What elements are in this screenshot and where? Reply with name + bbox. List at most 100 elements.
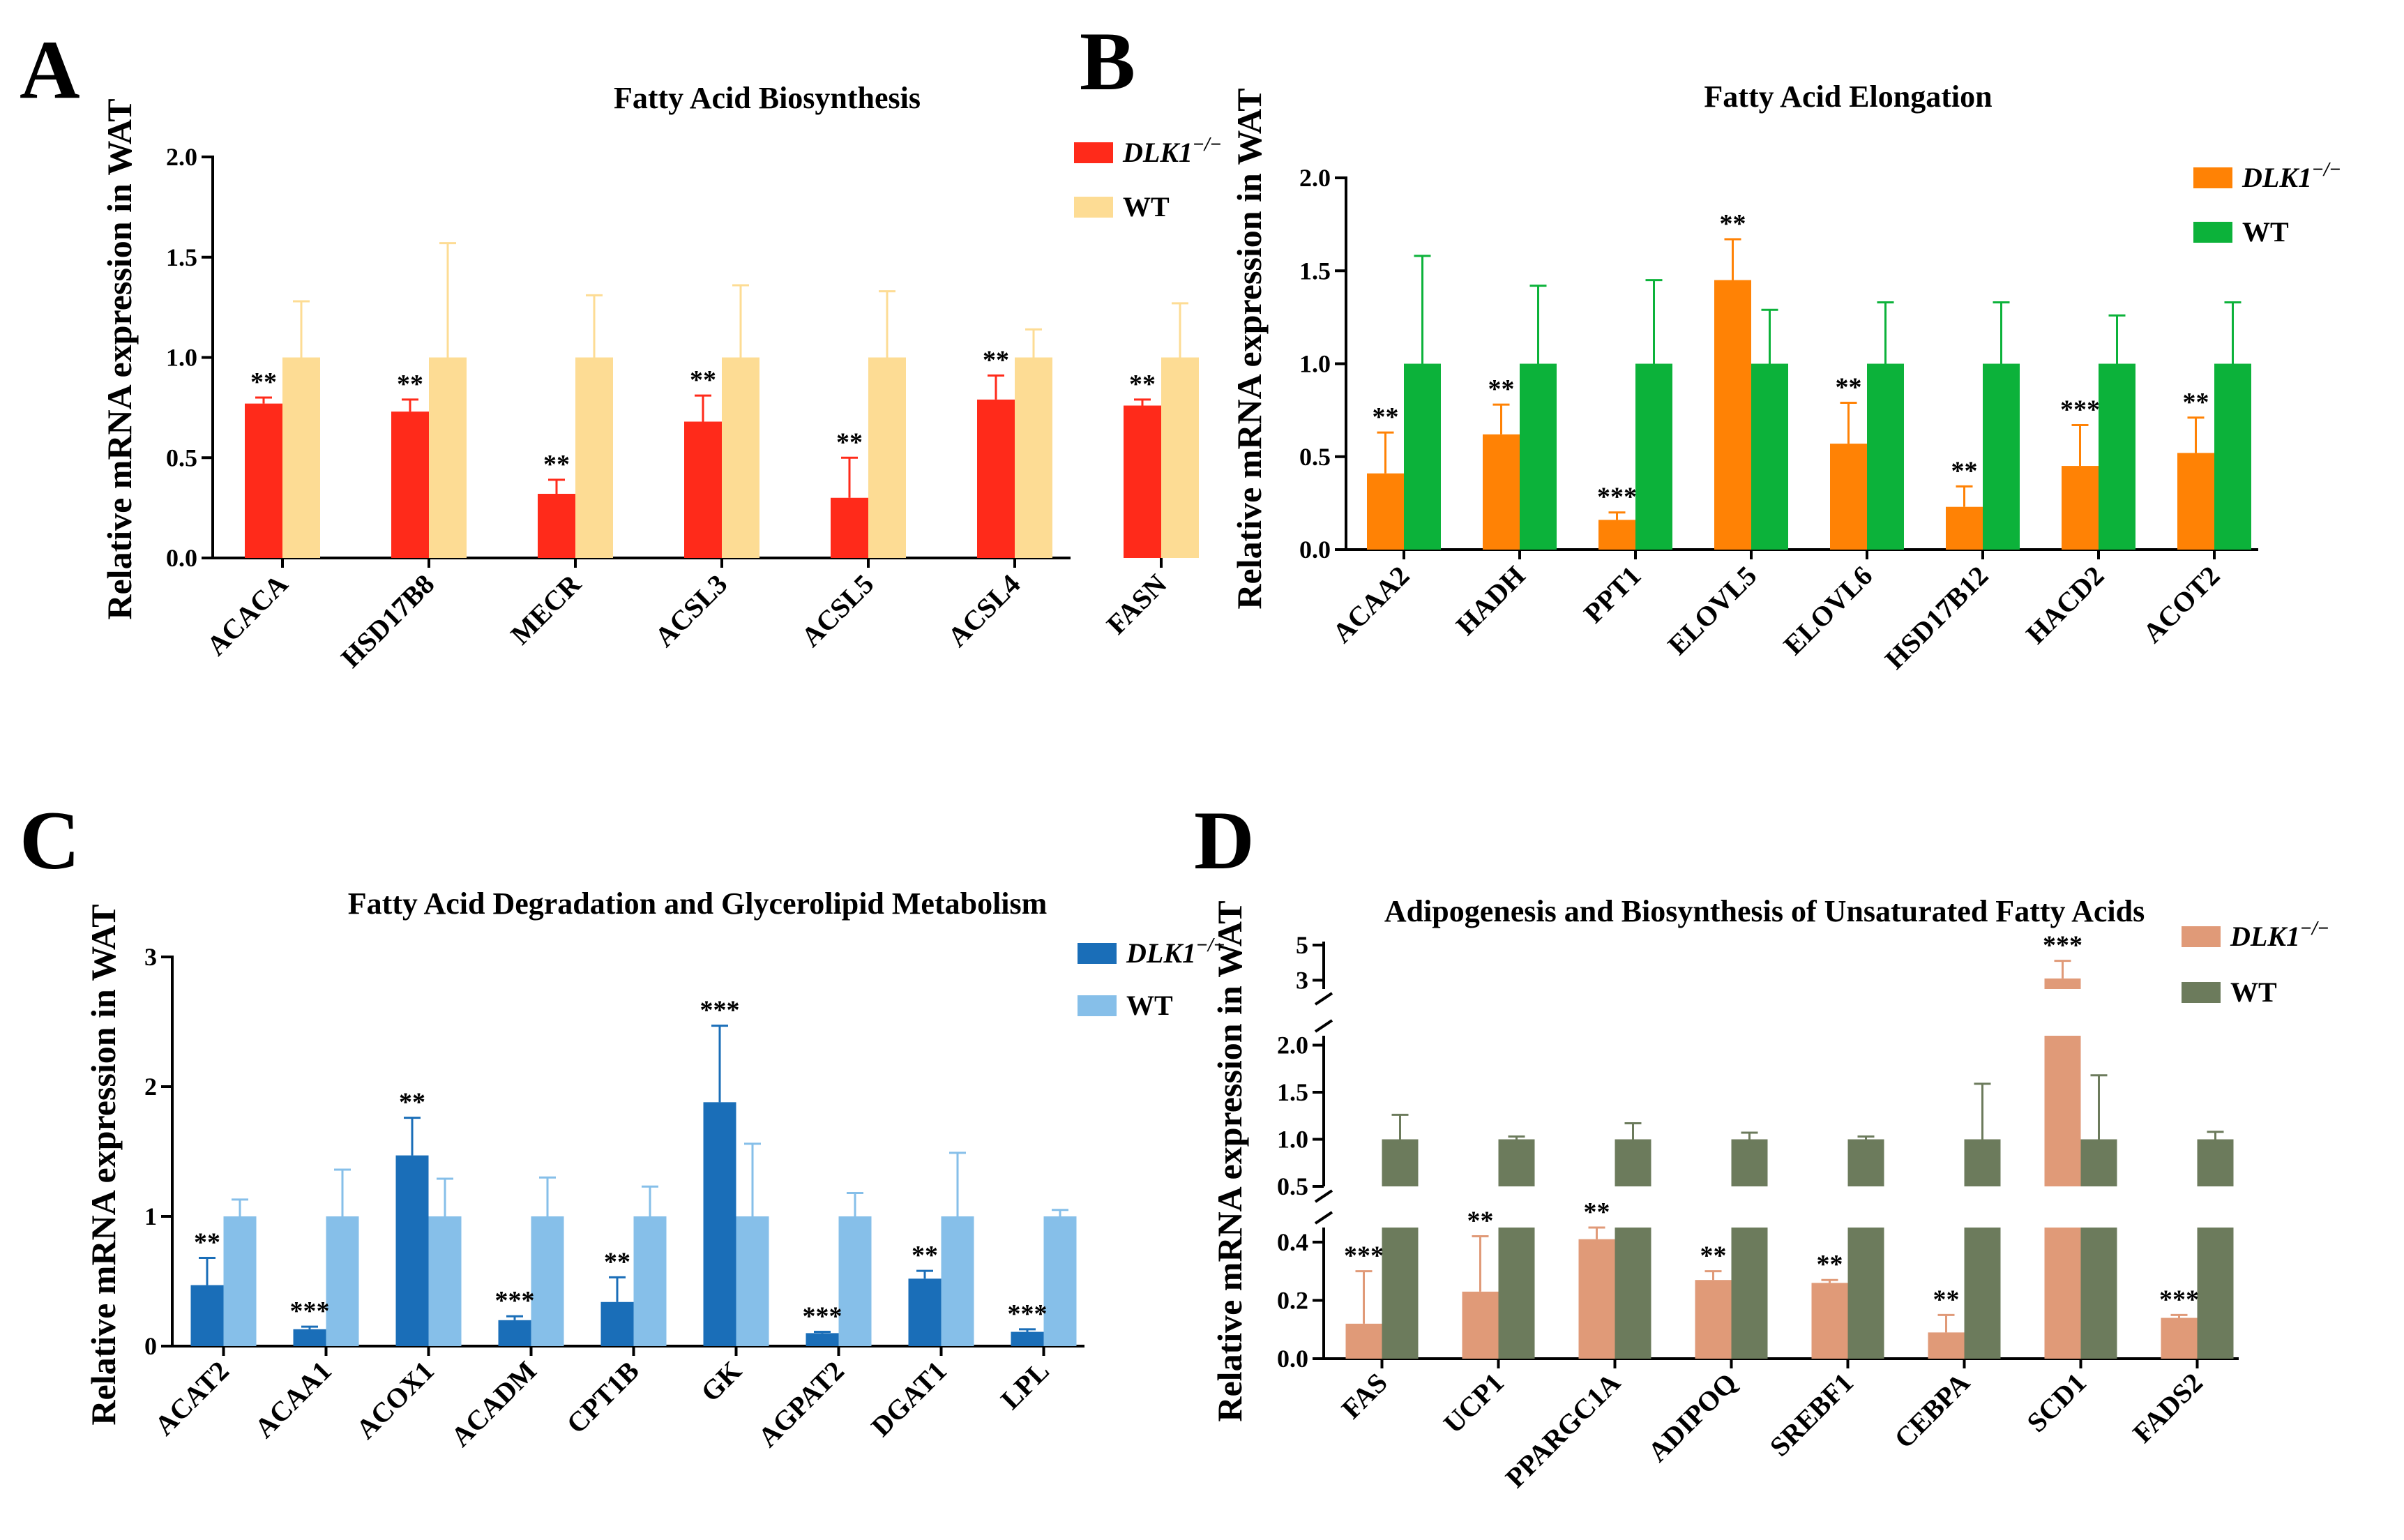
x-tick-label: ACOX1 <box>350 1355 440 1445</box>
x-tick-label: HSD17B8 <box>335 568 440 674</box>
bar-wt <box>2214 363 2251 550</box>
legend-ko-name: DLK1 <box>2242 162 2312 193</box>
significance-label: ** <box>543 450 570 479</box>
x-tick-label: ACACA <box>200 568 294 661</box>
y-axis-label: Relative mRNA expression in WAT <box>84 904 123 1425</box>
bar-wt <box>2099 363 2135 550</box>
x-tick-label: ACAA1 <box>248 1355 338 1444</box>
x-tick-label: AGPAT2 <box>752 1355 850 1454</box>
bar-wt <box>941 1216 974 1346</box>
significance-label: ** <box>1373 402 1399 432</box>
bar-ko <box>2161 1318 2198 1359</box>
y-axis-label: Relative mRNA expression in WAT <box>1210 900 1249 1421</box>
bar-ko <box>245 403 282 558</box>
bar-wt <box>1161 357 1199 558</box>
x-tick-label: ACSL4 <box>942 568 1026 653</box>
legend-ko-name: DLK1 <box>1122 137 1193 168</box>
y-tick-label: 5 <box>1296 931 1308 959</box>
x-tick-label: HSD17B12 <box>1879 560 1994 675</box>
bar-ko <box>806 1333 839 1346</box>
legend-swatch-ko <box>2182 926 2221 947</box>
axis-break-mark <box>1314 1189 1333 1203</box>
bar-wt <box>2197 1228 2234 1359</box>
y-tick-label: 0.0 <box>166 544 197 572</box>
x-tick-label: SCD1 <box>2020 1367 2092 1439</box>
legend-swatch-ko <box>1078 943 1117 964</box>
legend-label-wt: WT <box>1123 191 1170 222</box>
bar-wt <box>1731 1139 1768 1186</box>
legend-label-wt: WT <box>2242 216 2289 248</box>
significance-label: ** <box>1129 370 1156 399</box>
legend: DLK1−/− WT <box>1074 134 1222 222</box>
bar-wt <box>838 1216 872 1346</box>
bar-wt <box>1382 1139 1419 1186</box>
bar-wt <box>722 357 759 558</box>
y-tick-label: 0.0 <box>1299 536 1331 564</box>
bar-wt <box>2080 1228 2117 1359</box>
significance-label: ** <box>690 365 716 395</box>
significance-label: *** <box>1597 483 1637 512</box>
y-axis-label: Relative mRNA expression in WAT <box>1230 88 1269 609</box>
panel-letter: A <box>20 23 80 116</box>
bar-wt <box>2197 1139 2234 1186</box>
legend-ko-name: DLK1 <box>2230 921 2300 952</box>
legend-ko-superscript: −/− <box>2300 918 2329 939</box>
bar-ko <box>2044 1036 2081 1186</box>
bar-ko <box>977 399 1015 558</box>
y-tick-label: 0.5 <box>1277 1172 1308 1200</box>
legend-label-wt: WT <box>2230 976 2277 1008</box>
x-tick-label: DGAT1 <box>865 1355 953 1443</box>
y-tick-label: 1 <box>144 1202 157 1230</box>
bar-wt <box>1983 363 2020 550</box>
x-tick-label: FAS <box>1336 1367 1393 1425</box>
bar-ko <box>1011 1331 1044 1346</box>
y-tick-label: 1.0 <box>1277 1126 1308 1154</box>
significance-label: *** <box>700 996 740 1025</box>
legend-label-ko: DLK1−/− <box>2230 918 2329 952</box>
y-tick-label: 2.0 <box>1299 164 1331 192</box>
bar-ko <box>1811 1283 1848 1359</box>
bar-wt <box>1520 363 1557 550</box>
significance-label: *** <box>2060 395 2100 424</box>
bar-wt <box>429 357 467 558</box>
y-tick-label: 2.0 <box>166 143 197 171</box>
bar-wt <box>531 1216 564 1346</box>
x-tick-label: CPT1B <box>560 1355 644 1440</box>
significance-label: ** <box>2183 388 2209 417</box>
y-tick-label: 1.0 <box>1299 350 1331 378</box>
y-tick-label: 0 <box>144 1332 157 1360</box>
axis-break-mark <box>1314 992 1333 1006</box>
bar-wt <box>223 1216 257 1346</box>
significance-label: ** <box>1817 1250 1843 1279</box>
significance-label: *** <box>2043 931 2082 960</box>
significance-label: *** <box>1008 1299 1048 1329</box>
y-tick-label: 3 <box>1296 966 1308 994</box>
bar-wt <box>1867 363 1904 550</box>
significance-label: ** <box>912 1241 938 1270</box>
legend-ko-superscript: −/− <box>1193 134 1222 156</box>
panel-a: A Fatty Acid Biosynthesis Relative mRNA ex… <box>20 23 1222 674</box>
y-tick-label: 0.0 <box>1277 1345 1308 1373</box>
bar-ko <box>2044 978 2081 989</box>
legend-ko-superscript: −/− <box>2312 159 2341 181</box>
x-tick-label: HACD2 <box>2020 560 2110 650</box>
bar-wt <box>1015 357 1052 558</box>
bar-wt <box>2080 1139 2117 1186</box>
significance-label: ** <box>399 1088 425 1117</box>
significance-label: *** <box>1344 1241 1384 1271</box>
x-tick-label: ACAT2 <box>149 1355 235 1442</box>
significance-label: ** <box>604 1247 630 1276</box>
bar-ko <box>1462 1291 1499 1359</box>
bar-wt <box>1964 1139 2001 1186</box>
legend-label-ko: DLK1−/− <box>1122 134 1222 168</box>
bar-ko <box>293 1329 326 1346</box>
x-tick-label: ACADM <box>445 1355 543 1453</box>
bar-wt <box>326 1216 359 1346</box>
significance-label: ** <box>1836 372 1862 402</box>
bar-ko <box>1946 506 1983 550</box>
bar-ko <box>1830 444 1867 550</box>
bar-wt <box>1615 1228 1651 1359</box>
significance-label: *** <box>495 1286 535 1315</box>
panel-c: C Fatty Acid Degradation and Glycerolipid… <box>20 794 1225 1453</box>
